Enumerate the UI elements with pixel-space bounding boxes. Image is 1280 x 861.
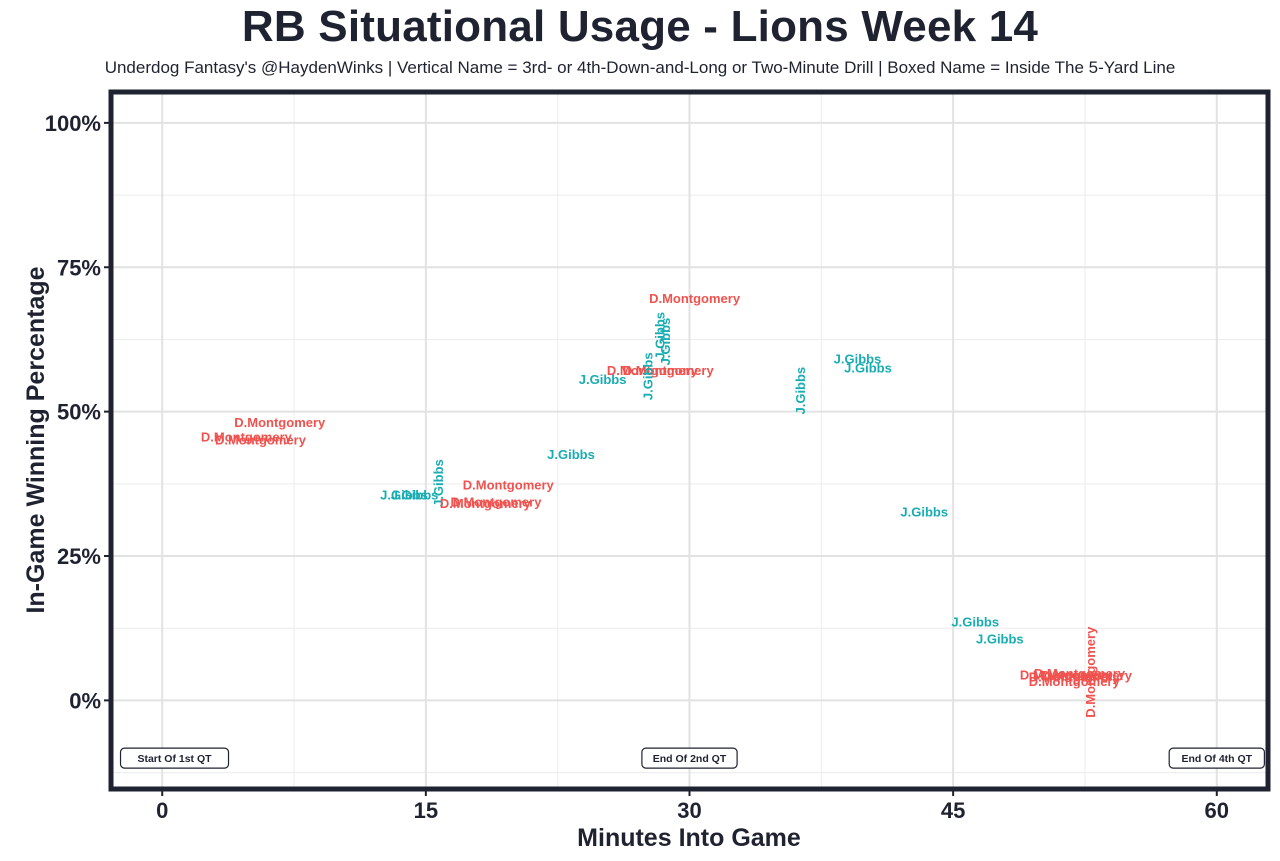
data-point-label: J.Gibbs [951, 614, 999, 629]
data-points: D.MontgomeryD.MontgomeryD.MontgomeryJ.Gi… [201, 291, 1133, 718]
data-point-label: J.Gibbs [640, 352, 655, 400]
data-point-label: J.Gibbs [658, 318, 673, 366]
data-point-label: J.Gibbs [834, 352, 882, 367]
data-point-label: J.Gibbs [431, 459, 446, 507]
x-tick-label: 15 [414, 798, 438, 823]
data-point-label: J.Gibbs [380, 487, 428, 502]
y-axis-label: In-Game Winning Percentage [22, 266, 50, 613]
annotation-box [119, 747, 230, 769]
y-tick-label: 100% [45, 111, 101, 136]
data-point-label: D.Montgomery [440, 496, 532, 511]
annotation-box [641, 747, 738, 769]
y-tick-label: 0% [69, 688, 101, 713]
grid-layer [113, 94, 1266, 787]
annotation-label: End Of 4th QT [1181, 753, 1252, 765]
data-point-label: J.Gibbs [976, 632, 1024, 647]
data-point-label: D.Montgomery [450, 494, 542, 509]
data-point-label: J.Gibbs [579, 372, 627, 387]
data-point-label: J.Gibbs [653, 312, 668, 360]
tick-labels: 0 15 30 45 60 0% 25% 50% 75% 100% [45, 111, 1229, 823]
data-point-label: J.Gibbs [793, 367, 808, 415]
data-point-label: J.Gibbs [844, 360, 892, 375]
data-point-label: D.Montgomery [607, 363, 699, 378]
data-point-label: D.Montgomery [234, 415, 326, 430]
x-tick-label: 45 [941, 798, 965, 823]
plot-frame [108, 89, 1271, 792]
annotations: Start Of 1st QT End Of 2nd QT End Of 4th Q… [119, 747, 1265, 769]
data-point-label: D.Montgomery [1020, 668, 1112, 683]
chart-subtitle: Underdog Fantasy's @HaydenWinks | Vertic… [104, 58, 1176, 77]
data-point-label: D.Montgomery [1029, 669, 1121, 684]
y-tick-label: 75% [57, 255, 101, 280]
data-point-label: D.Montgomery [463, 478, 555, 493]
data-point-label: D.Montgomery [215, 433, 307, 448]
x-tick-label: 30 [677, 798, 701, 823]
data-point-label: D.Montgomery [1034, 666, 1126, 681]
y-tick-label: 25% [57, 544, 101, 569]
chart-title: RB Situational Usage - Lions Week 14 [241, 2, 1039, 51]
x-tick-label: 0 [156, 798, 168, 823]
data-point-label: D.Montgomery [1029, 674, 1121, 689]
data-point-label: D.Montgomery [1083, 626, 1098, 718]
annotation-label: Start Of 1st QT [137, 753, 212, 765]
data-point-label: D.Montgomery [649, 291, 741, 306]
data-point-label: D.Montgomery [1041, 668, 1133, 683]
data-point-label: J.Gibbs [547, 447, 595, 462]
annotation-label: End Of 2nd QT [653, 753, 727, 765]
data-point-label: J.Gibbs [900, 505, 948, 520]
data-point-label: D.Montgomery [623, 363, 715, 378]
x-axis-label: Minutes Into Game [577, 824, 801, 852]
y-tick-label: 50% [57, 400, 101, 425]
annotation-box [1168, 747, 1265, 769]
data-point-label: D.Montgomery [201, 430, 293, 445]
x-tick-label: 60 [1205, 798, 1229, 823]
data-point-label: J.Gibbs [391, 487, 439, 502]
